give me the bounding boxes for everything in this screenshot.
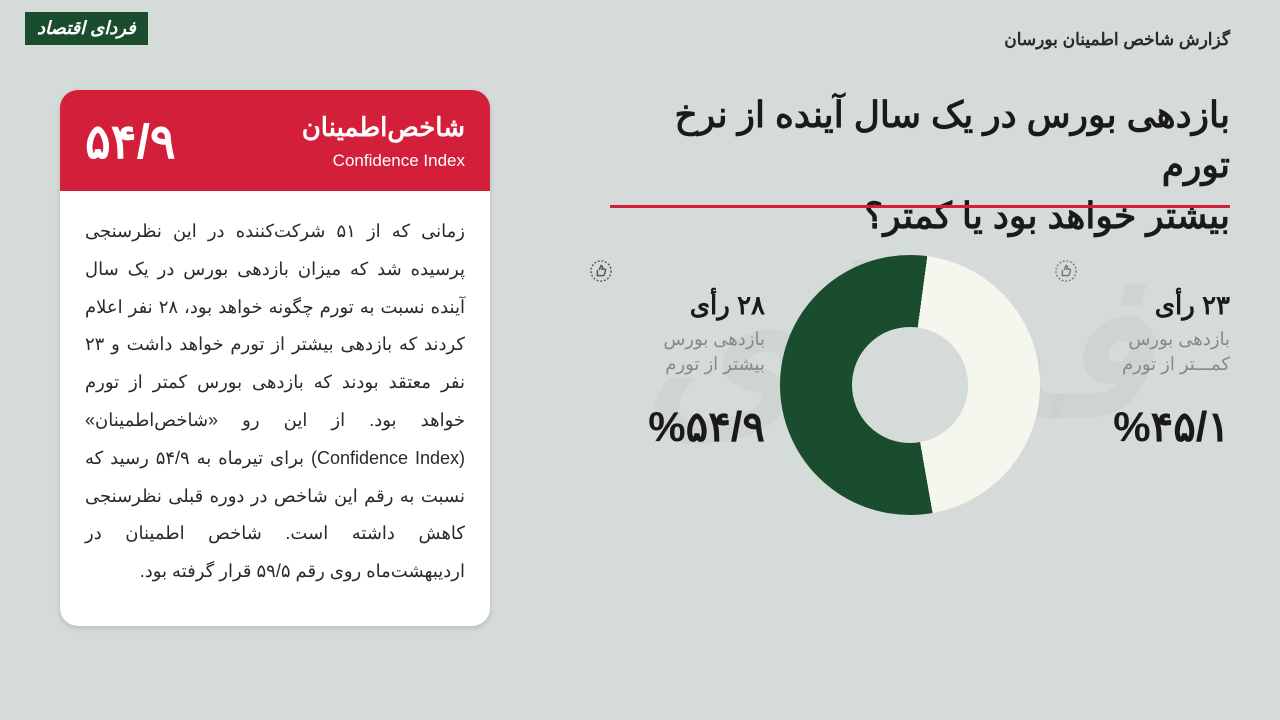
thumbs-up-icon	[590, 260, 765, 288]
index-value: ۵۴/۹	[85, 114, 176, 170]
title-underline	[610, 205, 1230, 208]
report-header: گزارش شاخص اطمینان بورسان	[1004, 30, 1230, 50]
donut-chart	[780, 255, 1040, 515]
vote-count: ۲۸ رأی	[590, 290, 765, 321]
vote-less-than-inflation: ۲۳ رأی بازدهی بورس کمـــتر از تورم %۴۵/۱	[1055, 260, 1230, 451]
vote-desc: بازدهی بورس کمـــتر از تورم	[1055, 327, 1230, 377]
donut-hole	[852, 327, 968, 443]
vote-more-than-inflation: ۲۸ رأی بازدهی بورس بیشتر از تورم %۵۴/۹	[590, 260, 765, 451]
title-line-1: بازدهی بورس در یک سال آینده از نرخ تورم	[675, 94, 1230, 185]
card-body-text: زمانی که از ۵۱ شرکت‌کننده در این نظرسنجی…	[60, 191, 490, 626]
card-title-fa: شاخص‌اطمینان	[302, 112, 465, 143]
confidence-index-card: شاخص‌اطمینان Confidence Index ۵۴/۹ زمانی…	[60, 90, 490, 626]
vote-desc: بازدهی بورس بیشتر از تورم	[590, 327, 765, 377]
title-line-2: بیشتر خواهد بود یا کمتر؟	[864, 195, 1230, 236]
vote-count: ۲۳ رأی	[1055, 290, 1230, 321]
card-header: شاخص‌اطمینان Confidence Index ۵۴/۹	[60, 90, 490, 191]
brand-logo: فردای اقتصاد	[25, 12, 148, 45]
vote-percent: %۵۴/۹	[590, 402, 765, 451]
card-title-en: Confidence Index	[302, 151, 465, 171]
main-title: بازدهی بورس در یک سال آینده از نرخ تورم …	[610, 90, 1230, 241]
vote-percent: %۴۵/۱	[1055, 402, 1230, 451]
thumbs-up-icon	[1055, 260, 1230, 288]
